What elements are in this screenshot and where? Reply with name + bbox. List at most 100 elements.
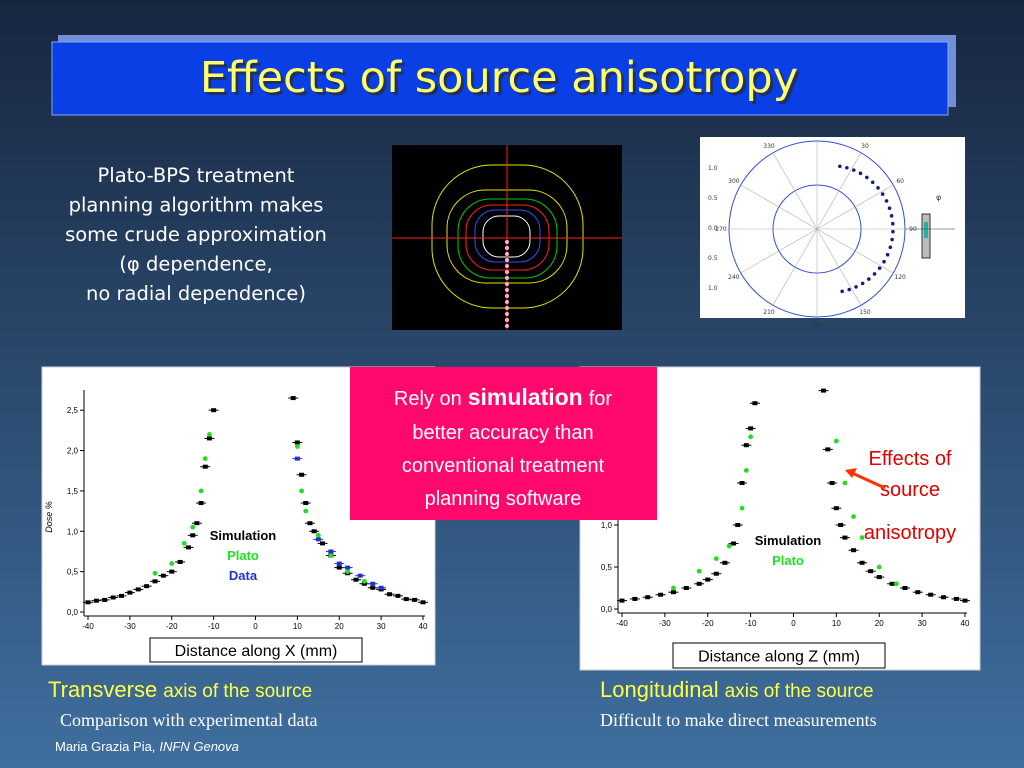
caption-note: Difficult to make direct measurements — [600, 710, 877, 730]
point — [361, 581, 367, 586]
point — [202, 464, 208, 469]
x-tick-label: 40 — [961, 619, 970, 628]
caption: Longitudinal axis of the source — [600, 677, 874, 702]
point — [670, 590, 676, 595]
polar-dot — [889, 214, 894, 218]
point — [713, 556, 719, 561]
contour-dot — [505, 276, 509, 280]
point — [211, 408, 217, 413]
point — [821, 388, 827, 393]
polar-dot — [870, 180, 875, 185]
legend-entry: Plato — [772, 553, 804, 568]
footer-org: INFN Genova — [159, 739, 238, 754]
intro-line: (φ dependence, — [119, 253, 272, 276]
point — [726, 543, 732, 549]
contour-dot — [505, 264, 509, 268]
point — [735, 523, 741, 527]
callout-text: for — [589, 388, 613, 410]
polar-dot — [884, 199, 889, 203]
y-tick-label: 1,0 — [601, 521, 613, 530]
x-tick-label: -30 — [659, 619, 671, 628]
point — [144, 584, 150, 589]
polar-angle-label: 90 — [909, 226, 917, 233]
point — [186, 545, 191, 550]
point — [730, 541, 736, 546]
point — [395, 593, 401, 598]
point — [825, 447, 831, 452]
polar-radial-label: 0.5 — [708, 255, 718, 262]
polar-dot — [858, 171, 863, 176]
polar-dot — [847, 287, 851, 292]
legend-entry: Plato — [227, 548, 259, 563]
polar-dot — [872, 272, 877, 276]
y-tick-label: 2,5 — [67, 406, 79, 415]
contour-dot — [505, 240, 509, 244]
legend-entry: Simulation — [210, 528, 277, 543]
polar-spoke — [772, 152, 818, 230]
point — [953, 596, 959, 601]
point — [85, 600, 91, 605]
point — [320, 541, 325, 546]
x-tick-label: -40 — [82, 622, 94, 631]
y-tick-label: 1,0 — [67, 527, 79, 536]
polar-dot — [867, 277, 871, 281]
point — [876, 564, 882, 570]
polar-dot — [890, 237, 894, 242]
polar-angle-label: 180 — [811, 322, 823, 329]
caption-note: Comparison with experimental data — [60, 710, 317, 730]
x-tick-label: 20 — [875, 619, 884, 628]
point — [748, 434, 754, 440]
point — [152, 579, 158, 584]
point — [420, 600, 426, 605]
point — [93, 598, 99, 603]
point — [915, 590, 921, 595]
annotation: Effects of — [868, 448, 951, 470]
polar-dot — [860, 281, 865, 286]
polar-dot — [877, 266, 882, 270]
callout-text: Rely on — [394, 388, 462, 410]
point — [859, 535, 865, 540]
polar-dot — [865, 175, 869, 180]
point — [889, 581, 895, 586]
polar-dot — [891, 229, 895, 234]
x-tick-label: 40 — [419, 622, 428, 631]
title-box — [51, 41, 949, 116]
polar-dot — [851, 168, 856, 172]
source-core — [924, 222, 928, 238]
point — [829, 481, 835, 485]
point — [357, 573, 363, 578]
x-tick-label: 0 — [791, 619, 796, 628]
contour-dot — [505, 318, 509, 322]
point — [842, 480, 848, 486]
x-tick-label: 30 — [377, 622, 386, 631]
polar-dot — [882, 259, 886, 264]
intro: Plato-BPS treatment planning algorithm ma… — [65, 164, 327, 305]
point — [748, 426, 754, 431]
x-axis-label: Distance along Z (mm) — [698, 649, 860, 666]
polar-dot — [890, 221, 895, 226]
point — [303, 508, 309, 514]
point — [851, 548, 857, 553]
x-tick-label: -10 — [208, 622, 220, 631]
point — [345, 565, 351, 570]
point — [902, 586, 908, 590]
polar-dot — [838, 164, 842, 169]
point — [696, 581, 702, 586]
annotation: anisotropy — [864, 522, 956, 544]
point — [619, 598, 625, 603]
legend-entry: Data — [229, 568, 258, 583]
polar-angle-label: 30 — [861, 143, 869, 150]
contour-dot — [505, 306, 509, 310]
polar-dot — [876, 186, 880, 190]
polar-dot — [888, 245, 893, 250]
callout: Rely on simulation for better accuracy tha… — [350, 367, 657, 520]
x-label-box — [149, 637, 363, 663]
point — [202, 456, 208, 462]
polar-spoke — [816, 184, 894, 230]
polar-dot — [840, 289, 844, 294]
polar-spoke — [740, 228, 818, 274]
point — [387, 592, 392, 597]
point — [181, 540, 187, 546]
polar-angle-label: 210 — [763, 309, 775, 316]
point — [851, 514, 856, 519]
